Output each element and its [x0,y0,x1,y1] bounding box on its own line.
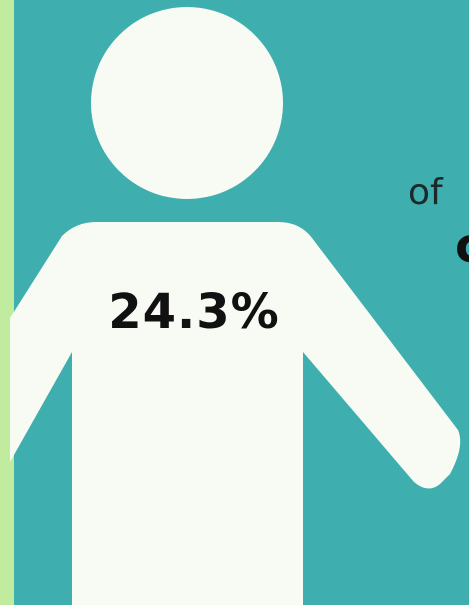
person-head [91,7,283,199]
caption-line-1: of [408,172,443,213]
person-body [10,222,461,605]
stat-value: 24.3% [108,284,280,340]
caption-line-2: c [455,218,469,274]
